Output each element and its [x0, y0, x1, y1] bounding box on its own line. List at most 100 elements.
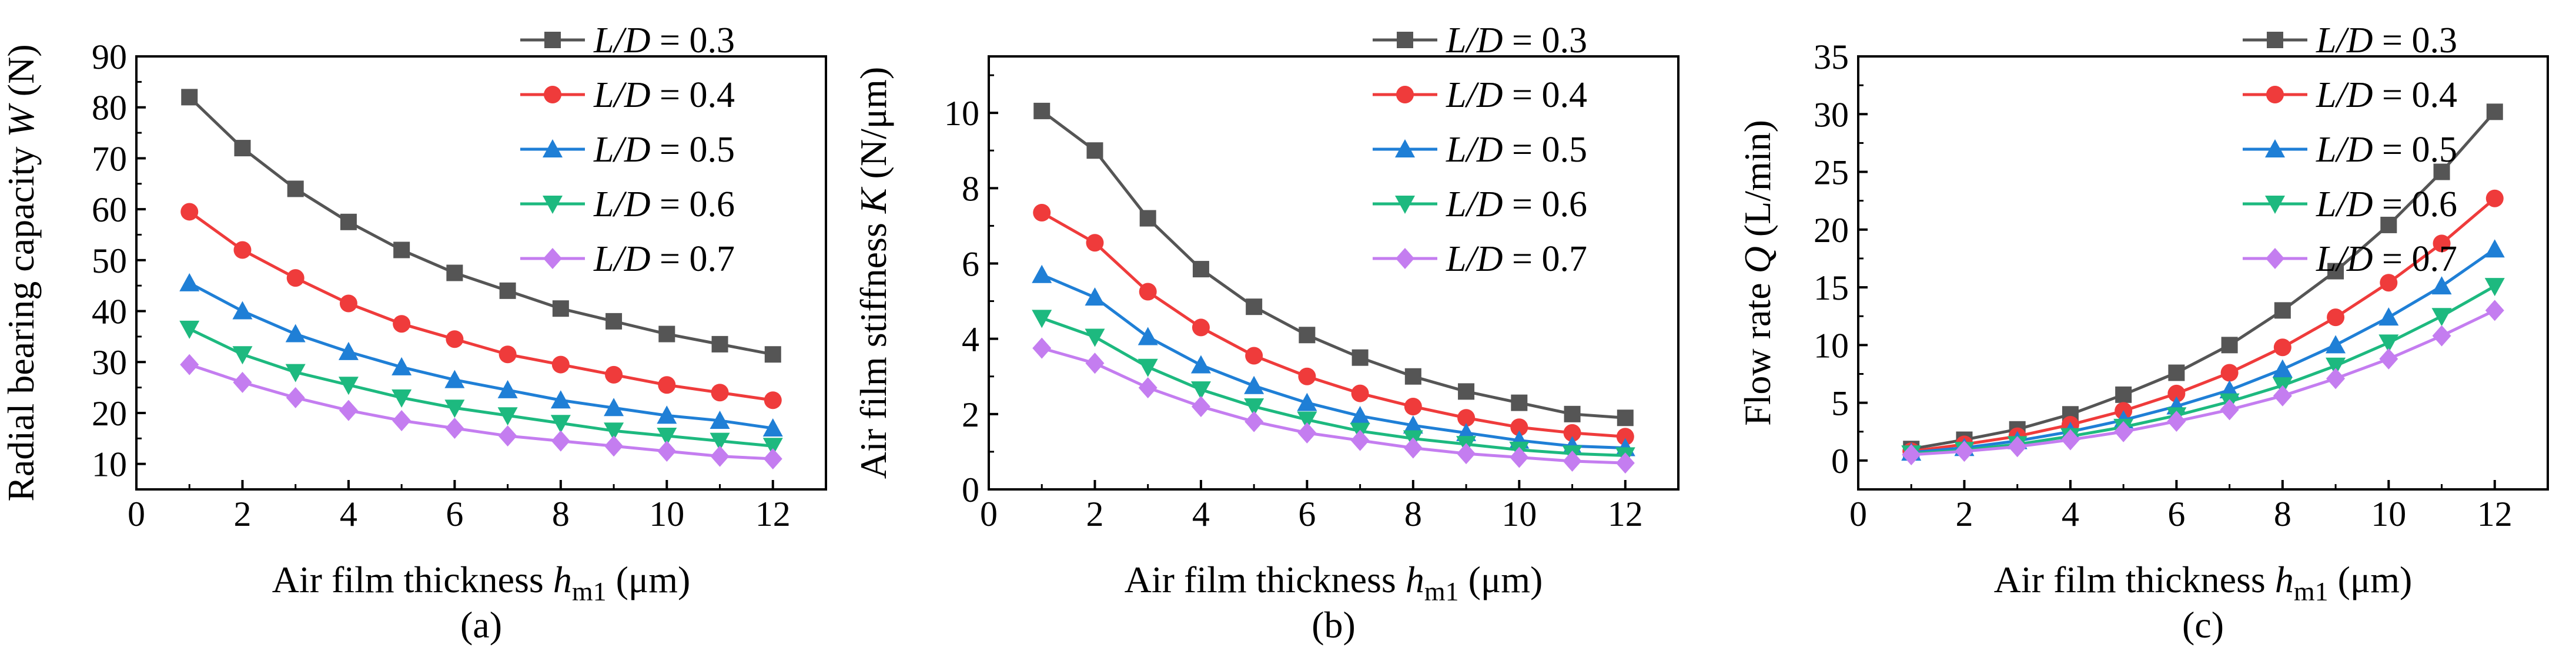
- data-point: [179, 273, 200, 291]
- legend-marker: [2267, 32, 2283, 48]
- legend: L/D = 0.3 L/D = 0.4 L/D = 0.5 L/D = 0.6 L/D …: [2243, 21, 2457, 279]
- data-point: [339, 294, 357, 313]
- plot-frame: [988, 55, 1680, 491]
- series-ld-0.4: [180, 203, 782, 409]
- legend-marker: [2266, 248, 2284, 269]
- x-axis-title: Air film thickness hm1 (μm): [1125, 559, 1543, 606]
- series-line: [1911, 248, 2496, 454]
- series-ld-0.7: [1032, 337, 1635, 474]
- data-point: [2272, 359, 2293, 378]
- data-point: [392, 409, 412, 431]
- data-point: [1403, 437, 1423, 459]
- data-point: [1190, 355, 1211, 374]
- data-point: [2274, 302, 2291, 319]
- data-point: [1511, 394, 1528, 411]
- data-point: [1244, 398, 1264, 417]
- data-point: [232, 301, 253, 320]
- legend-marker: [544, 32, 561, 48]
- data-point: [1032, 264, 1052, 283]
- x-tick-label: 2: [233, 495, 251, 533]
- legend-item: L/D = 0.7: [520, 239, 735, 279]
- data-point: [287, 180, 304, 197]
- x-tick-label: 2: [1086, 495, 1103, 533]
- x-axis-title: Air film thickness hm1 (μm): [272, 559, 691, 606]
- data-point: [2060, 429, 2080, 451]
- y-tick-label: 20: [1814, 211, 1849, 250]
- data-point: [550, 415, 571, 434]
- x-tick-label: 6: [2167, 495, 2185, 533]
- x-tick-label: 4: [2062, 495, 2079, 533]
- series-line: [188, 96, 774, 356]
- legend-label: L/D = 0.6: [1446, 184, 1587, 224]
- data-point: [1138, 327, 1158, 345]
- data-point: [339, 400, 358, 421]
- data-point: [1351, 349, 1369, 366]
- data-point: [234, 140, 251, 157]
- data-point: [2008, 436, 2027, 458]
- data-point: [604, 398, 624, 417]
- x-axis-title: Air film thickness hm1 (μm): [1994, 559, 2413, 606]
- legend-marker: [1396, 248, 1414, 269]
- x-tick-label: 6: [446, 495, 463, 533]
- data-point: [1138, 377, 1157, 398]
- y-tick-label: 30: [1814, 95, 1849, 134]
- legend-item: L/D = 0.3: [2243, 21, 2457, 61]
- legend-label: L/D = 0.4: [2316, 75, 2457, 115]
- data-point: [338, 341, 359, 360]
- data-point: [2484, 239, 2505, 258]
- data-point: [2432, 325, 2451, 347]
- legend: L/D = 0.3 L/D = 0.4 L/D = 0.5 L/D = 0.6 L/D …: [520, 21, 735, 279]
- data-point: [392, 357, 412, 375]
- data-point: [604, 422, 624, 441]
- data-point: [1902, 444, 1921, 466]
- data-point: [1190, 381, 1211, 400]
- data-point: [711, 384, 729, 402]
- data-point: [446, 330, 464, 348]
- data-point: [2431, 308, 2452, 327]
- series-line: [1041, 109, 1625, 419]
- legend-label: L/D = 0.6: [593, 184, 735, 224]
- data-point: [1244, 375, 1264, 394]
- data-point: [2114, 421, 2133, 442]
- data-point: [444, 400, 465, 418]
- data-point: [2485, 189, 2504, 207]
- data-point: [604, 435, 624, 457]
- data-point: [1457, 443, 1476, 465]
- data-point: [1085, 328, 1105, 347]
- x-tick-label: 10: [1501, 495, 1537, 533]
- y-tick-label: 8: [962, 169, 979, 208]
- legend-marker: [2266, 86, 2284, 103]
- data-point: [2486, 103, 2503, 120]
- data-point: [179, 320, 200, 339]
- legend-item: L/D = 0.6: [1373, 184, 1587, 224]
- data-point: [444, 370, 465, 388]
- data-point: [1138, 358, 1158, 377]
- legend-marker: [544, 86, 561, 103]
- data-point: [2379, 348, 2398, 370]
- y-tick-label: 80: [92, 89, 127, 127]
- legend-label: L/D = 0.7: [1446, 239, 1587, 279]
- y-tick-label: 70: [92, 139, 127, 178]
- legend-label: L/D = 0.7: [2316, 239, 2457, 279]
- data-point: [550, 390, 571, 409]
- data-point: [2220, 399, 2239, 421]
- legend-label: L/D = 0.3: [1446, 21, 1587, 61]
- data-point: [2167, 411, 2186, 432]
- legend-label: L/D = 0.7: [593, 239, 735, 279]
- legend-item: L/D = 0.5: [2243, 130, 2457, 170]
- data-point: [1032, 310, 1052, 328]
- x-tick-label: 0: [980, 495, 998, 533]
- data-point: [710, 445, 730, 467]
- series-ld-0.7: [180, 354, 782, 469]
- y-tick-label: 10: [1814, 326, 1849, 365]
- series-line: [189, 363, 773, 461]
- data-point: [497, 380, 518, 398]
- legend-marker: [1396, 86, 1414, 103]
- data-point: [1139, 283, 1157, 301]
- y-tick-label: 4: [962, 320, 979, 359]
- data-point: [1617, 409, 1634, 427]
- data-point: [1563, 450, 1582, 472]
- series-ld-0.5: [1032, 264, 1635, 456]
- data-point: [2168, 364, 2185, 381]
